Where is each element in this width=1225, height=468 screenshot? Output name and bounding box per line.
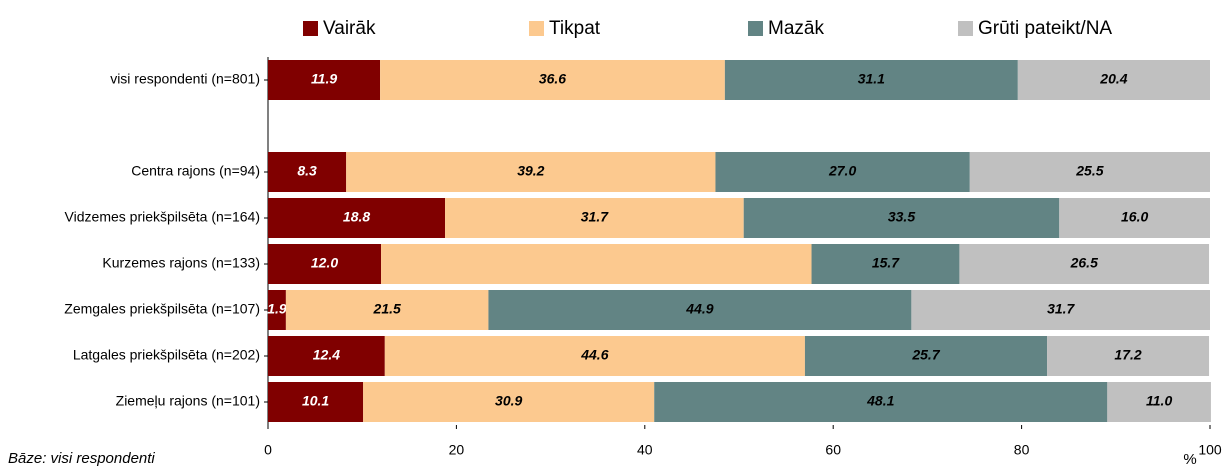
data-label: 33.5 <box>888 209 915 225</box>
data-label: 30.9 <box>495 393 522 409</box>
x-tick-label: 0 <box>264 442 272 458</box>
legend-label: Tikpat <box>549 18 601 39</box>
data-label: 1.9 <box>267 301 287 317</box>
data-label: 12.0 <box>311 255 338 271</box>
bar-segment <box>1107 382 1211 422</box>
bar-segment <box>268 198 446 238</box>
bar-segment <box>285 290 489 330</box>
data-label: 39.2 <box>517 163 544 179</box>
data-label: 18.8 <box>343 209 370 225</box>
bar-segment <box>959 244 1210 284</box>
bar-segment <box>724 60 1018 100</box>
legend-label: Mazāk <box>768 18 824 39</box>
y-tick-label: Kurzemes rajons (n=133) <box>102 255 260 271</box>
bar-segment <box>1059 198 1210 238</box>
bar-segment <box>1017 60 1210 100</box>
bar-segment <box>811 244 960 284</box>
y-tick-label: Zemgales priekšpilsēta (n=107) <box>64 301 260 317</box>
bar-segment <box>268 152 347 192</box>
legend-swatch <box>529 21 544 36</box>
data-label: 31.1 <box>858 71 885 87</box>
data-label: 27.0 <box>828 163 856 179</box>
y-tick-label: Vidzemes priekšpilsēta (n=164) <box>65 209 260 225</box>
x-tick-label: 20 <box>449 442 465 458</box>
data-label: 20.4 <box>1099 71 1127 87</box>
bar-segment <box>654 382 1108 422</box>
legend-label: Vairāk <box>323 18 376 39</box>
y-tick-label: Centra rajons (n=94) <box>131 163 260 179</box>
bar-segment <box>268 336 385 376</box>
legend-label: Grūti pateikt/NA <box>978 18 1112 39</box>
legend-swatch <box>303 21 318 36</box>
bar-segment <box>268 244 382 284</box>
data-label: 26.5 <box>1070 255 1098 271</box>
bar-segment <box>381 244 812 284</box>
y-tick-label: visi respondenti (n=801) <box>110 71 260 87</box>
x-tick-label: 60 <box>825 442 841 458</box>
data-label: 25.5 <box>1075 163 1103 179</box>
data-label: 10.1 <box>302 393 329 409</box>
bar-segment <box>445 198 744 238</box>
bar-segment <box>346 152 716 192</box>
bar-segment <box>804 336 1048 376</box>
data-label: 11.9 <box>311 71 337 87</box>
data-label: 12.4 <box>313 347 340 363</box>
data-label: 11.0 <box>1146 393 1172 409</box>
x-tick-label: 100 <box>1198 442 1222 458</box>
data-label: 25.7 <box>911 347 940 363</box>
data-label: 15.7 <box>872 255 900 271</box>
legend-swatch <box>958 21 973 36</box>
data-label: 44.6 <box>580 347 608 363</box>
x-tick-label: 40 <box>637 442 653 458</box>
data-label: 31.7 <box>581 209 609 225</box>
data-label: 8.3 <box>297 163 317 179</box>
data-label: 21.5 <box>373 301 401 317</box>
data-label: 44.9 <box>685 301 713 317</box>
y-tick-label: Ziemeļu rajons (n=101) <box>116 393 260 409</box>
legend-swatch <box>748 21 763 36</box>
bar-segment <box>969 152 1210 192</box>
data-label: 16.0 <box>1121 209 1148 225</box>
bar-segment <box>743 198 1060 238</box>
bar-segment <box>380 60 725 100</box>
y-tick-label: Latgales priekšpilsēta (n=202) <box>73 347 260 363</box>
data-label: 36.6 <box>539 71 566 87</box>
x-tick-label: 80 <box>1014 442 1030 458</box>
bar-segment <box>488 290 912 330</box>
note: Bāze: visi respondenti <box>8 450 155 467</box>
data-label: 48.1 <box>866 393 894 409</box>
bar-segment <box>384 336 805 376</box>
bar-segment <box>268 60 381 100</box>
data-label: 17.2 <box>1114 347 1141 363</box>
bar-segment <box>268 290 286 330</box>
bar-segment <box>715 152 970 192</box>
bar-segment <box>911 290 1210 330</box>
bar-segment <box>1047 336 1210 376</box>
bar-segment <box>363 382 655 422</box>
data-label: 31.7 <box>1047 301 1075 317</box>
bar-segment <box>268 382 364 422</box>
x-axis-label: % <box>1183 451 1196 468</box>
